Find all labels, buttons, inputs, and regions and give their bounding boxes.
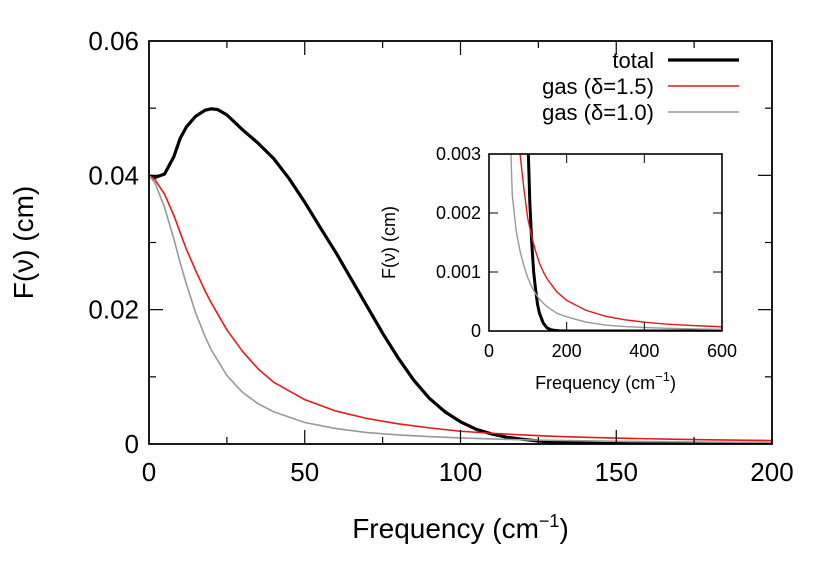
legend-label: gas (δ=1.5): [542, 74, 654, 99]
y-axis-label: F(ν) (cm): [8, 186, 39, 300]
x-tick-label: 100: [439, 457, 482, 487]
inset-y-tick-label: 0: [471, 321, 481, 341]
inset-y-tick-label: 0.003: [436, 144, 481, 164]
inset-x-tick-label: 400: [629, 341, 659, 361]
series-line-total: [149, 107, 772, 444]
inset-plot-frame: [488, 153, 723, 332]
series-line-gas-1-0: [149, 174, 772, 444]
series-group: [149, 107, 772, 444]
y-tick-label: 0.04: [88, 160, 139, 190]
inset-background: [489, 154, 722, 331]
x-tick-label: 50: [290, 457, 319, 487]
inset-plot: 0 200 400 600 0 0.001 0.002 0.003 Frequency (cm−…: [379, 144, 737, 393]
inset-x-tick-label: 200: [552, 341, 582, 361]
inset-y-axis-label: F(ν) (cm): [379, 206, 399, 279]
inset-series-line-gas-1-0: [510, 154, 722, 331]
inset-y-tick-label: 0.002: [436, 203, 481, 223]
x-tick-label: 200: [750, 457, 793, 487]
inset-series-line-gas-1-5: [519, 154, 722, 328]
x-tick-label: 0: [142, 457, 156, 487]
inset-x-tick-label: 0: [484, 341, 494, 361]
series-line-gas-1-5: [149, 174, 772, 442]
x-tick-label: 150: [595, 457, 638, 487]
legend-label: total: [612, 48, 654, 73]
x-axis-label: Frequency (cm−1): [352, 511, 569, 544]
inset-x-tick-label: 600: [707, 341, 737, 361]
inset-x-axis-label: Frequency (cm−1): [535, 369, 676, 393]
inset-series-group: [510, 154, 722, 331]
main-plot: 0 50 100 150 200 0 0.02 0.04 0.06 Frequency (cm−1…: [8, 26, 794, 544]
y-tick-label: 0.06: [88, 26, 139, 56]
y-tick-label: 0: [125, 429, 139, 459]
plot-frame: [148, 40, 773, 445]
legend-label: gas (δ=1.0): [542, 100, 654, 125]
y-tick-label: 0.02: [88, 295, 139, 325]
inset-y-tick-label: 0.001: [436, 262, 481, 282]
